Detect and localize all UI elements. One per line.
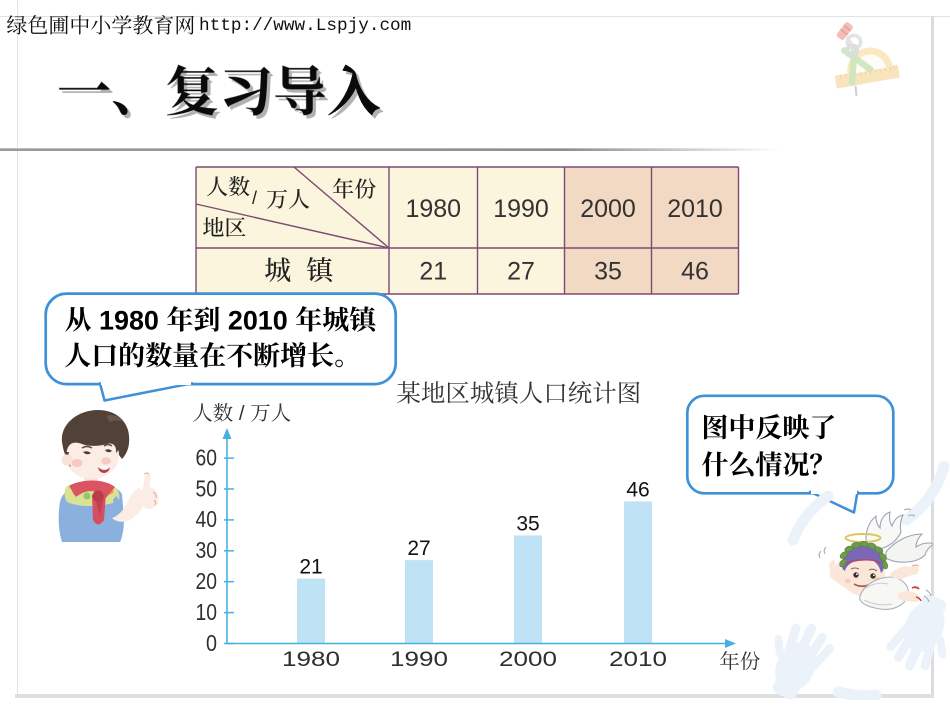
svg-text:27: 27 (407, 537, 430, 560)
svg-text:1980: 1980 (282, 647, 340, 671)
svg-text:2010: 2010 (667, 195, 723, 223)
svg-text:1980: 1980 (405, 195, 461, 223)
svg-text:35: 35 (594, 258, 622, 286)
svg-text:1990: 1990 (493, 195, 549, 223)
svg-text:2010: 2010 (228, 305, 288, 335)
svg-text:2000: 2000 (580, 195, 636, 223)
svg-text:/: / (239, 402, 245, 425)
svg-text:60: 60 (196, 444, 218, 470)
svg-text:40: 40 (196, 506, 218, 532)
svg-text:46: 46 (681, 258, 709, 286)
svg-text:21: 21 (299, 556, 322, 579)
svg-text:1990: 1990 (390, 647, 448, 671)
svg-text:50: 50 (196, 475, 218, 501)
svg-text:46: 46 (626, 478, 649, 501)
svg-text:1980: 1980 (99, 305, 159, 335)
svg-text:30: 30 (196, 537, 218, 563)
svg-text:21: 21 (419, 258, 447, 286)
svg-text:2000: 2000 (499, 647, 557, 671)
svg-text:27: 27 (507, 258, 535, 286)
svg-text:2010: 2010 (609, 647, 667, 671)
svg-text:20: 20 (196, 568, 218, 594)
svg-text:35: 35 (516, 512, 539, 535)
svg-text:10: 10 (196, 599, 218, 625)
svg-text:0: 0 (206, 630, 217, 656)
